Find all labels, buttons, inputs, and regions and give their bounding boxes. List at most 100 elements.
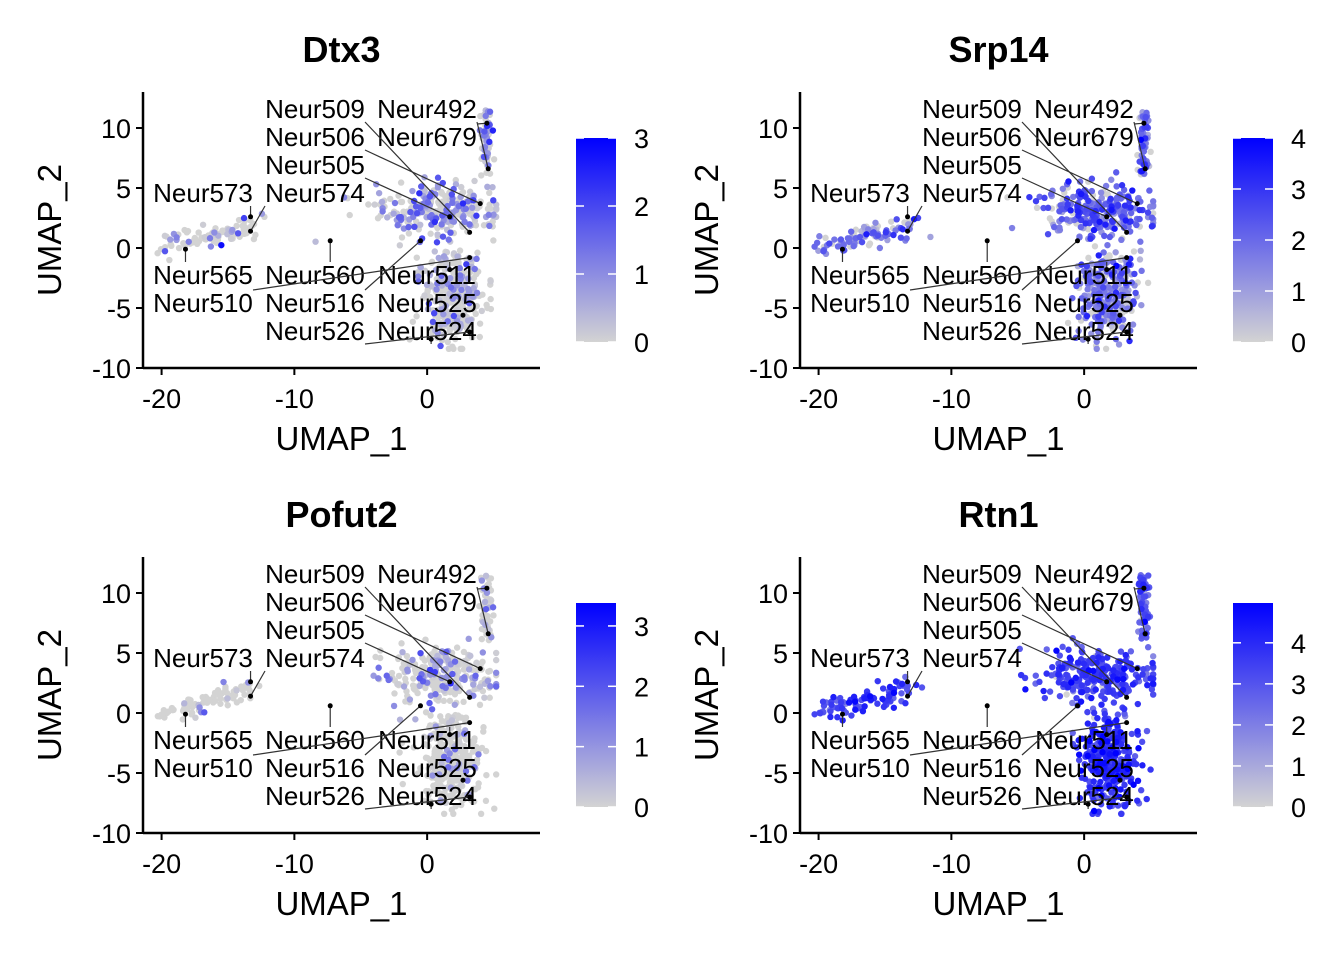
cell-point [813, 239, 821, 246]
cluster-label-leader [252, 257, 470, 291]
cluster-label: Neur574 [265, 178, 365, 208]
cell-point [487, 597, 495, 604]
cluster-anchor-dot [839, 711, 845, 717]
cell-point [1053, 647, 1060, 654]
y-tick-label: 5 [773, 639, 788, 669]
cell-point [379, 208, 386, 215]
cell-point [199, 221, 207, 228]
cell-point [1136, 215, 1143, 223]
cell-point [1087, 235, 1094, 242]
cell-point [1127, 209, 1135, 217]
cell-point [882, 229, 890, 236]
cell-point [1120, 675, 1127, 683]
cell-point [890, 689, 898, 697]
cell-point [859, 707, 867, 715]
cell-point [181, 700, 188, 707]
cluster-anchor-dot [1104, 214, 1110, 220]
cell-point [1112, 303, 1119, 310]
cluster-anchor-dot [485, 631, 491, 637]
cell-point [898, 690, 905, 697]
cell-point [1127, 648, 1135, 655]
legend-tick-label: 4 [1291, 629, 1306, 659]
panel-rtn1: Rtn1-20 -10 0-10-50510UMAP_1UMAP_2Neur524N… [688, 494, 1306, 922]
cell-point [241, 691, 248, 698]
legend-tick-label: 2 [1291, 226, 1306, 256]
y-tick-label: -5 [107, 759, 131, 789]
cell-point [1129, 300, 1137, 308]
cell-point [476, 333, 483, 341]
cell-point [464, 317, 472, 324]
cell-point [844, 235, 852, 242]
cell-point [201, 233, 209, 241]
cell-point [1131, 270, 1138, 278]
cell-point [1097, 189, 1105, 196]
cell-point [1076, 178, 1084, 185]
cell-point [1095, 313, 1102, 320]
cell-point [405, 230, 413, 237]
x-tick-label: -10 [275, 849, 314, 879]
cell-point [1004, 194, 1011, 201]
cell-point [918, 684, 926, 691]
x-axis-title: UMAP_1 [932, 885, 1064, 922]
cell-point [422, 709, 430, 716]
y-axis-title: UMAP_2 [688, 629, 725, 761]
cell-point [1095, 280, 1102, 287]
cell-point [1066, 654, 1074, 661]
cell-point [822, 234, 829, 242]
x-tick-label: 0 [420, 849, 435, 879]
cell-point [490, 612, 497, 619]
cell-point [450, 810, 457, 817]
cell-point [482, 112, 489, 120]
cell-point [831, 236, 838, 243]
cell-point [170, 706, 177, 714]
x-tick-label: -20 [142, 849, 181, 879]
cell-point [492, 683, 500, 690]
cell-point [1084, 286, 1091, 293]
cluster-anchor-dot [905, 214, 911, 220]
cell-point [1149, 680, 1157, 687]
legend-tick-label: 1 [634, 260, 649, 290]
cell-point [192, 237, 199, 245]
cell-point [427, 230, 434, 237]
legend-tick-label: 0 [1291, 793, 1306, 823]
cell-point [461, 281, 468, 288]
cluster-label-leader [907, 205, 923, 232]
legend-tick-label: 3 [634, 124, 649, 154]
cluster-anchor-dot [1124, 329, 1130, 335]
cell-point [850, 242, 857, 250]
cell-point [1125, 261, 1133, 268]
cell-point [189, 702, 197, 710]
cell-point [1112, 283, 1119, 290]
cluster-label: Neur524 [377, 316, 477, 346]
cell-point [192, 714, 199, 721]
cell-point [240, 214, 248, 222]
cell-point [1118, 269, 1126, 277]
cell-point [434, 329, 441, 336]
cell-point [1149, 203, 1157, 210]
cell-point [1063, 216, 1070, 223]
cluster-label: Neur510 [153, 288, 253, 318]
cell-point [1110, 310, 1117, 317]
cell-point [819, 698, 827, 705]
cell-point [478, 577, 486, 584]
cell-point [438, 201, 446, 208]
cell-point [433, 239, 441, 246]
cell-point [425, 300, 433, 307]
cell-point [1100, 249, 1107, 256]
cluster-label: Neur679 [1034, 122, 1134, 152]
cell-point [440, 697, 448, 705]
cell-point [1134, 727, 1141, 735]
cell-point [467, 652, 474, 660]
cell-point [1044, 230, 1052, 238]
cell-point [1121, 705, 1128, 713]
cell-point [492, 656, 500, 664]
cluster-label-leader [1021, 331, 1127, 345]
cell-point [471, 265, 478, 273]
cell-point [838, 705, 846, 712]
cluster-label: Neur679 [377, 122, 477, 152]
cell-point [398, 640, 405, 647]
cell-point [487, 305, 495, 313]
cell-point [422, 636, 429, 643]
cell-point [432, 266, 440, 274]
cell-point [1098, 264, 1105, 272]
